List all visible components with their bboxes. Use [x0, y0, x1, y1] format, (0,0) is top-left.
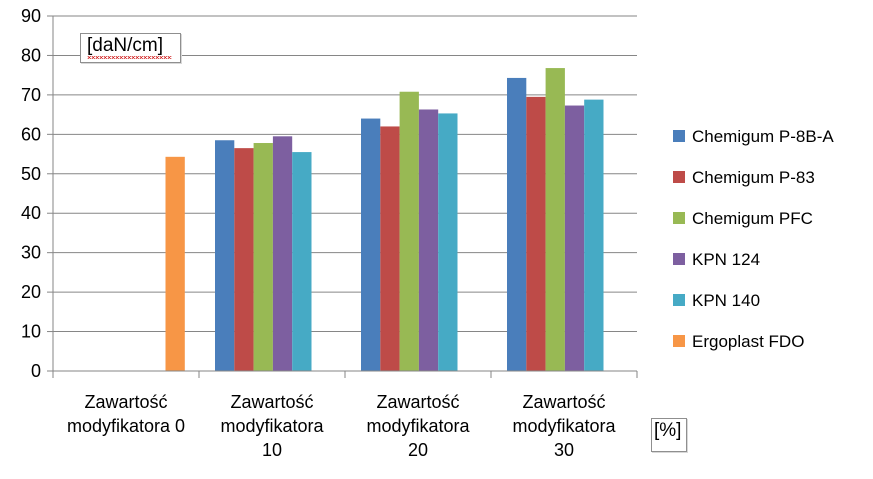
bar — [526, 96, 546, 371]
bar — [165, 156, 185, 371]
bar — [253, 143, 273, 371]
bar — [234, 148, 254, 371]
legend-label: KPN 124 — [692, 250, 760, 269]
x-category-label: Zawartość modyfikatora 10 — [220, 392, 324, 460]
y-tick-label: 50 — [21, 164, 41, 184]
spellcheck-underline — [87, 56, 172, 59]
gridlines — [53, 15, 637, 333]
y-tick-label: 30 — [21, 243, 41, 263]
legend-swatch — [673, 130, 685, 142]
legend-swatch — [673, 253, 685, 265]
x-category-label: Zawartość modyfikatora 30 — [512, 392, 616, 460]
bar — [380, 126, 400, 371]
bar — [545, 68, 565, 372]
bar — [584, 99, 604, 371]
x-category-label: Zawartość modyfikatora 20 — [366, 392, 470, 460]
y-tick-label: 40 — [21, 203, 41, 223]
bars — [165, 68, 604, 372]
bar — [438, 113, 458, 371]
x-axis-unit-label: [%] — [651, 418, 687, 452]
legend-label: KPN 140 — [692, 291, 760, 310]
y-tick-label: 80 — [21, 45, 41, 65]
legend-swatch — [673, 335, 685, 347]
bar — [215, 140, 235, 371]
y-tick-label: 0 — [31, 361, 41, 381]
y-tick-label: 90 — [21, 6, 41, 26]
legend-swatch — [673, 212, 685, 224]
legend-label: Chemigum P-83 — [692, 168, 815, 187]
y-tick-labels: 0 10 20 30 40 50 60 70 80 90 — [21, 6, 41, 381]
legend: Chemigum P-8B-A Chemigum P-83 Chemigum PFC… — [673, 127, 834, 351]
legend-label: Ergoplast FDO — [692, 332, 804, 351]
x-category-label: Zawartość modyfikatora 0 — [67, 392, 185, 436]
bar — [399, 91, 419, 371]
y-tick-label: 20 — [21, 282, 41, 302]
legend-label: Chemigum P-8B-A — [692, 127, 834, 146]
bar — [292, 152, 312, 371]
y-axis-unit-label: [daN/cm] — [80, 33, 181, 63]
bar — [272, 136, 293, 371]
y-tick-label: 60 — [21, 124, 41, 144]
axes — [47, 15, 638, 378]
y-tick-label: 70 — [21, 85, 41, 105]
y-tick-label: 10 — [21, 322, 41, 342]
bar — [507, 77, 527, 371]
category-labels: Zawartość modyfikatora 0 Zawartość modyfika… — [67, 392, 617, 460]
bar — [564, 105, 585, 372]
legend-label: Chemigum PFC — [692, 209, 813, 228]
legend-swatch — [673, 171, 685, 183]
bar — [418, 109, 439, 371]
bar — [361, 118, 381, 371]
legend-swatch — [673, 294, 685, 306]
